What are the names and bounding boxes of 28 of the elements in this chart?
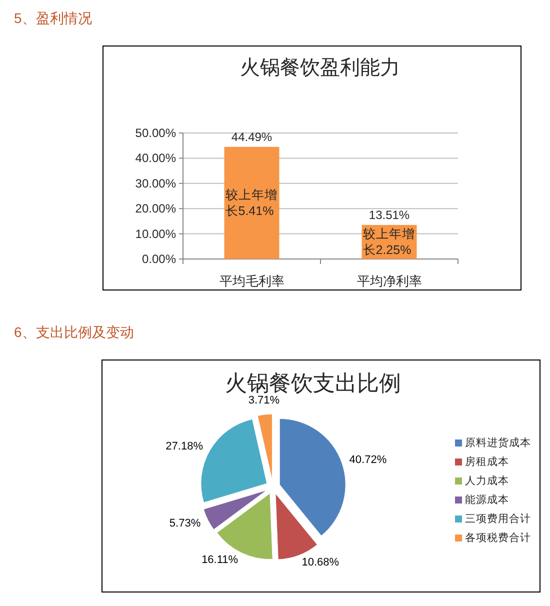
chart-title: 火锅餐饮盈利能力 <box>240 57 400 79</box>
data-label: 5.73% <box>169 517 201 530</box>
y-tick-label: 30.00% <box>135 176 176 190</box>
data-label: 27.18% <box>166 440 204 452</box>
annotation: 较上年增长5.41% <box>225 188 278 218</box>
legend-label: 房租成本 <box>465 455 509 468</box>
legend-label: 人力成本 <box>465 474 509 487</box>
legend-label: 能源成本 <box>465 493 509 506</box>
annotation: 较上年增长2.25% <box>362 227 415 257</box>
y-tick-label: 0.00% <box>142 252 176 266</box>
data-label: 44.49% <box>231 130 272 144</box>
x-tick-label: 平均毛利率 <box>219 274 284 288</box>
data-label: 3.71% <box>248 394 280 407</box>
text: 5、盈利情况 <box>14 10 92 26</box>
x-tick-label: 平均净利率 <box>356 274 422 288</box>
legend-label: 三项费用合计 <box>465 512 531 525</box>
y-tick-label: 10.00% <box>135 226 176 241</box>
data-label: 10.68% <box>302 556 340 569</box>
y-tick-label: 20.00% <box>135 202 176 216</box>
legend-label: 原料进货成本 <box>465 436 531 449</box>
data-label: 13.51% <box>368 208 410 222</box>
data-label: 16.11% <box>202 554 238 566</box>
chart-title: 火锅餐饮支出比例 <box>225 370 401 396</box>
y-tick-label: 40.00% <box>135 151 176 166</box>
legend-label: 各项税费合计 <box>465 531 531 544</box>
text: 6、支出比例及变动 <box>14 324 134 340</box>
y-tick-label: 50.00% <box>135 126 176 140</box>
data-label: 40.72% <box>349 454 387 466</box>
